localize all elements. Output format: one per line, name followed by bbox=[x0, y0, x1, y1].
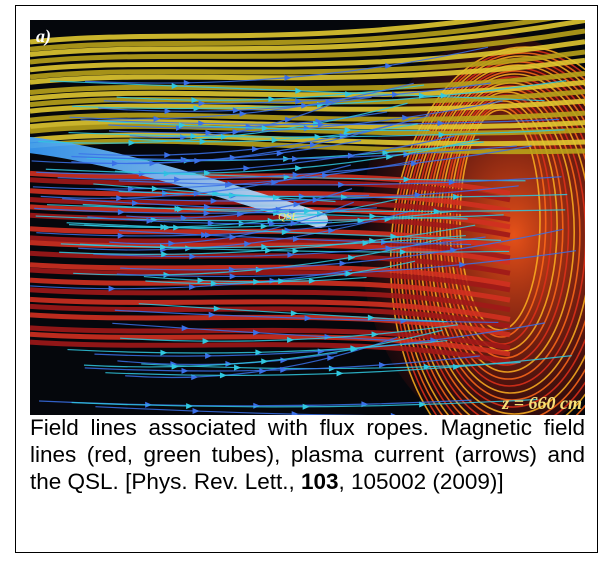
panel-label: a) bbox=[36, 26, 51, 47]
reference-volume: 103 bbox=[301, 469, 339, 494]
qsl-label: QSL bbox=[278, 211, 298, 223]
figure-image: a) QSL z = 660 cm bbox=[30, 20, 585, 415]
position-label: z = 660 cm bbox=[501, 393, 582, 413]
reference-suffix: , 105002 (2009)] bbox=[339, 469, 504, 494]
caption: Field lines associated with flux ropes. … bbox=[30, 414, 585, 495]
reference-prefix: [Phys. Rev. Lett., bbox=[125, 469, 301, 494]
page: {"figure": { "panel_label": "a)", "annot… bbox=[0, 0, 615, 563]
